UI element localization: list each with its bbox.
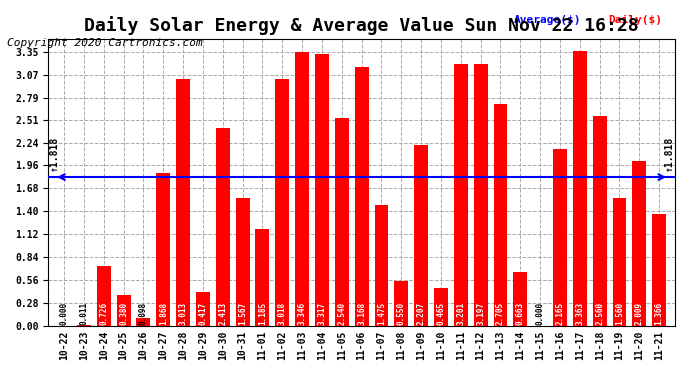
Bar: [157, 173, 170, 326]
Bar: [493, 105, 507, 326]
Text: 3.168: 3.168: [357, 302, 366, 325]
Bar: [176, 79, 190, 326]
Text: 2.705: 2.705: [496, 302, 505, 325]
Text: 2.540: 2.540: [337, 302, 346, 325]
Text: 3.317: 3.317: [317, 302, 326, 325]
Text: 3.197: 3.197: [476, 302, 485, 325]
Text: 0.663: 0.663: [516, 302, 525, 325]
Text: ↑1.818: ↑1.818: [664, 135, 674, 171]
Text: 0.000: 0.000: [535, 302, 544, 325]
Bar: [335, 118, 348, 326]
Bar: [97, 266, 110, 326]
Text: Average($): Average($): [513, 15, 581, 25]
Bar: [513, 272, 527, 326]
Text: 2.207: 2.207: [417, 302, 426, 325]
Text: 1.868: 1.868: [159, 302, 168, 325]
Text: 0.011: 0.011: [79, 302, 88, 325]
Text: 2.413: 2.413: [218, 302, 227, 325]
Bar: [355, 67, 368, 326]
Text: Copyright 2020 Cartronics.com: Copyright 2020 Cartronics.com: [7, 38, 203, 48]
Bar: [473, 64, 488, 326]
Bar: [236, 198, 250, 326]
Text: 1.185: 1.185: [258, 302, 267, 325]
Text: 0.098: 0.098: [139, 302, 148, 325]
Text: 3.201: 3.201: [456, 302, 465, 325]
Bar: [593, 116, 607, 326]
Text: 2.560: 2.560: [595, 302, 604, 325]
Bar: [275, 79, 289, 326]
Text: 3.346: 3.346: [297, 302, 306, 325]
Text: 1.366: 1.366: [655, 302, 664, 325]
Text: 0.417: 0.417: [199, 302, 208, 325]
Bar: [632, 161, 647, 326]
Text: 0.550: 0.550: [397, 302, 406, 325]
Text: 3.013: 3.013: [179, 302, 188, 325]
Text: Daily($): Daily($): [609, 15, 662, 25]
Text: 1.567: 1.567: [238, 302, 247, 325]
Bar: [216, 128, 230, 326]
Bar: [117, 295, 130, 326]
Bar: [255, 229, 269, 326]
Text: 0.000: 0.000: [59, 302, 68, 325]
Text: 3.018: 3.018: [278, 302, 287, 325]
Text: ↑1.818: ↑1.818: [49, 135, 59, 171]
Bar: [434, 288, 448, 326]
Bar: [375, 205, 388, 326]
Bar: [295, 52, 309, 326]
Bar: [573, 51, 586, 326]
Text: 2.009: 2.009: [635, 302, 644, 325]
Text: 2.165: 2.165: [555, 302, 564, 325]
Bar: [613, 198, 627, 326]
Bar: [395, 281, 408, 326]
Text: 3.363: 3.363: [575, 302, 584, 325]
Bar: [553, 148, 567, 326]
Text: 0.726: 0.726: [99, 302, 108, 325]
Bar: [414, 145, 428, 326]
Bar: [137, 318, 150, 326]
Title: Daily Solar Energy & Average Value Sun Nov 22 16:28: Daily Solar Energy & Average Value Sun N…: [84, 16, 639, 35]
Text: 1.475: 1.475: [377, 302, 386, 325]
Text: 1.560: 1.560: [615, 302, 624, 325]
Bar: [196, 292, 210, 326]
Bar: [454, 64, 468, 326]
Bar: [315, 54, 329, 326]
Bar: [77, 325, 91, 326]
Bar: [652, 214, 666, 326]
Text: 0.380: 0.380: [119, 302, 128, 325]
Text: 0.465: 0.465: [437, 302, 446, 325]
